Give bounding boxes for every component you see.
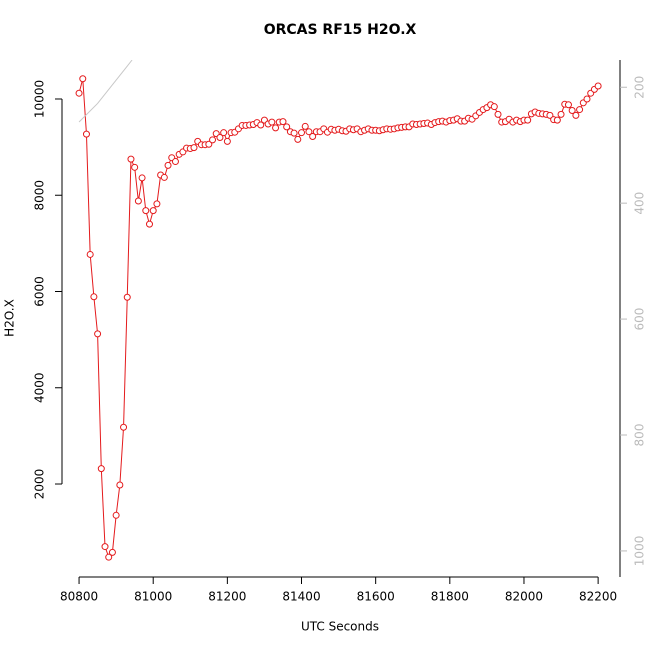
data-point bbox=[138, 174, 146, 182]
y2-tick-label: 400 bbox=[633, 192, 647, 215]
data-point bbox=[546, 111, 554, 119]
data-point bbox=[216, 133, 224, 141]
data-point bbox=[82, 130, 90, 138]
data-point bbox=[564, 101, 572, 109]
x-tick-label: 81200 bbox=[208, 590, 246, 604]
data-point bbox=[97, 465, 105, 473]
data-point bbox=[153, 200, 161, 208]
x-tick-label: 80800 bbox=[60, 590, 98, 604]
data-point bbox=[120, 423, 128, 431]
x-tick-label: 81400 bbox=[282, 590, 320, 604]
data-point bbox=[108, 548, 116, 556]
data-point bbox=[142, 207, 150, 215]
data-point bbox=[576, 106, 584, 114]
data-point bbox=[583, 95, 591, 103]
data-point bbox=[134, 197, 142, 205]
data-point bbox=[279, 118, 287, 126]
data-point bbox=[490, 103, 498, 111]
data-point bbox=[305, 128, 313, 136]
data-point bbox=[79, 75, 87, 83]
y2-tick-label: 200 bbox=[633, 76, 647, 99]
x-tick-label: 81000 bbox=[134, 590, 172, 604]
y-tick-label: 4000 bbox=[33, 372, 47, 403]
data-point bbox=[112, 511, 120, 519]
data-point bbox=[205, 140, 213, 148]
data-point bbox=[209, 136, 217, 144]
data-point bbox=[294, 135, 302, 143]
data-point bbox=[553, 116, 561, 124]
y-axis-label: H2O.X bbox=[3, 299, 17, 337]
chart-title: ORCAS RF15 H2O.X bbox=[264, 22, 417, 38]
data-point bbox=[101, 543, 109, 551]
data-point bbox=[283, 123, 291, 131]
data-point bbox=[557, 110, 565, 118]
x-tick-label: 82200 bbox=[579, 590, 617, 604]
y2-tick-label: 1000 bbox=[633, 536, 647, 567]
data-point bbox=[149, 207, 157, 215]
data-point bbox=[223, 137, 231, 145]
x-tick-label: 82000 bbox=[505, 590, 543, 604]
data-point bbox=[268, 118, 276, 126]
data-point bbox=[105, 553, 113, 561]
x-axis-label: UTC Seconds bbox=[301, 620, 379, 634]
data-point bbox=[94, 330, 102, 338]
data-point bbox=[594, 82, 602, 90]
data-point bbox=[298, 129, 306, 137]
data-point bbox=[127, 155, 135, 163]
data-point bbox=[301, 122, 309, 130]
data-point bbox=[75, 89, 83, 97]
x-tick-label: 81600 bbox=[357, 590, 395, 604]
data-point bbox=[116, 481, 124, 489]
data-point bbox=[257, 121, 265, 129]
data-point bbox=[90, 293, 98, 301]
data-point bbox=[524, 116, 532, 124]
data-point bbox=[290, 129, 298, 137]
data-point bbox=[572, 111, 580, 119]
secondary-line bbox=[78, 60, 133, 123]
y-tick-label: 2000 bbox=[33, 469, 47, 500]
x-tick-label: 81800 bbox=[431, 590, 469, 604]
data-point bbox=[220, 129, 228, 137]
data-point bbox=[494, 110, 502, 118]
y-tick-label: 10000 bbox=[33, 80, 47, 118]
data-point bbox=[86, 250, 94, 258]
data-point bbox=[171, 158, 179, 166]
data-point bbox=[190, 144, 198, 152]
y-tick-label: 8000 bbox=[33, 180, 47, 211]
data-point bbox=[568, 107, 576, 115]
data-point bbox=[123, 293, 131, 301]
y2-tick-label: 800 bbox=[633, 424, 647, 447]
data-point bbox=[164, 161, 172, 169]
y-tick-label: 6000 bbox=[33, 276, 47, 307]
data-point bbox=[272, 124, 280, 132]
data-point bbox=[131, 163, 139, 171]
data-point bbox=[309, 133, 317, 141]
data-point bbox=[160, 173, 168, 181]
data-point bbox=[146, 220, 154, 228]
y2-tick-label: 600 bbox=[633, 308, 647, 331]
